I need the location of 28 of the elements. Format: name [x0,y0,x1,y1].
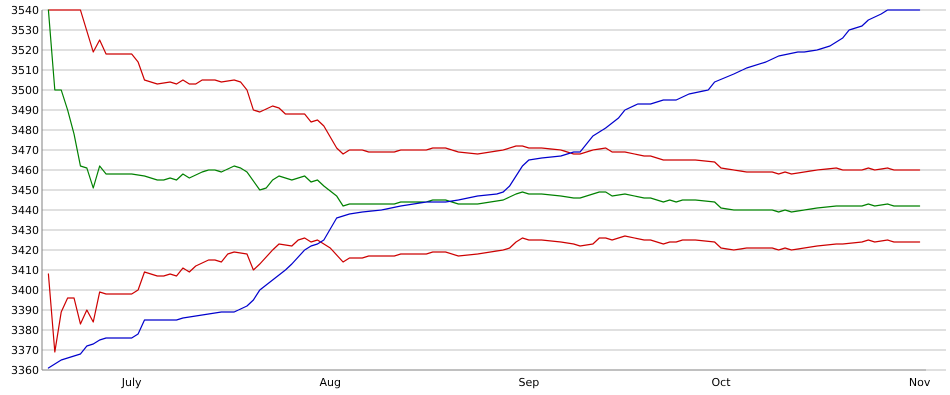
y-tick-label: 3440 [11,204,39,217]
x-tick-label: July [120,376,142,389]
line-series [48,9,920,175]
y-tick-label: 3460 [11,164,39,177]
y-tick-label: 3370 [11,344,39,357]
y-tick-label: 3450 [11,184,39,197]
y-tick-label: 3510 [11,64,39,77]
y-tick-label: 3520 [11,44,39,57]
y-tick-label: 3420 [11,244,39,257]
x-tick-label: Sep [518,376,540,389]
y-tick-label: 3490 [11,104,39,117]
y-tick-label: 3470 [11,144,39,157]
x-tick-label: Oct [712,376,732,389]
y-tick-label: 3530 [11,24,39,37]
line-series [48,235,920,353]
line-series [48,9,920,213]
y-tick-label: 3390 [11,304,39,317]
x-tick-label: Nov [908,376,931,389]
line-series [48,9,920,369]
y-tick-label: 3540 [11,4,39,17]
x-tick-label: Aug [320,376,342,389]
y-tick-label: 3410 [11,264,39,277]
y-tick-label: 3430 [11,224,39,237]
y-tick-label: 3400 [11,284,39,297]
y-tick-label: 3500 [11,84,39,97]
y-tick-label: 3380 [11,324,39,337]
y-tick-label: 3360 [11,364,39,377]
y-tick-label: 3480 [11,124,39,137]
